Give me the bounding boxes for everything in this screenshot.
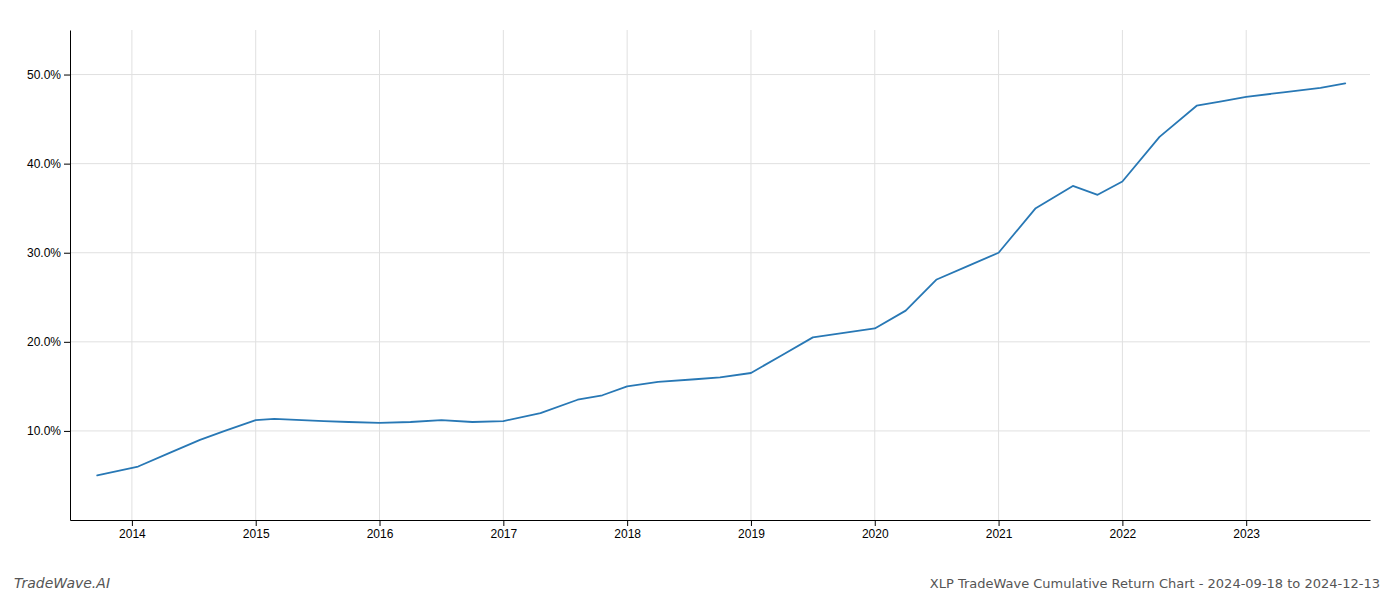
tick-mark bbox=[380, 520, 381, 526]
x-tick: 2016 bbox=[367, 520, 394, 541]
tick-mark bbox=[875, 520, 876, 526]
plot-area: 2014 2015 2016 2017 2018 2019 2020 2021 2022 2023… bbox=[27, 30, 1371, 541]
grid-line bbox=[1246, 30, 1247, 520]
grid-line bbox=[627, 30, 628, 520]
tick-mark bbox=[64, 342, 70, 343]
x-tick: 2020 bbox=[862, 520, 889, 541]
tick-label: 2018 bbox=[614, 527, 641, 541]
tick-mark bbox=[64, 253, 70, 254]
tick-label: 2015 bbox=[243, 527, 270, 541]
grid-line bbox=[1122, 30, 1123, 520]
x-axis: 2014 2015 2016 2017 2018 2019 2020 2021 2022 2023 bbox=[71, 520, 1371, 541]
x-tick: 2018 bbox=[614, 520, 641, 541]
y-tick: 20.0% bbox=[27, 335, 70, 349]
tick-label: 50.0% bbox=[27, 68, 61, 82]
tick-label: 2014 bbox=[119, 527, 146, 541]
tick-mark bbox=[64, 431, 70, 432]
grid-line bbox=[70, 163, 1370, 164]
x-tick: 2017 bbox=[490, 520, 517, 541]
tick-mark bbox=[751, 520, 752, 526]
x-tick: 2021 bbox=[986, 520, 1013, 541]
grid-line bbox=[131, 30, 132, 520]
tick-label: 2016 bbox=[367, 527, 394, 541]
chart: 2014 2015 2016 2017 2018 2019 2020 2021 2022 2023… bbox=[0, 0, 1400, 600]
line bbox=[97, 83, 1345, 475]
y-axis: 10.0% 20.0% 30.0% 40.0% 50.0% bbox=[27, 31, 71, 521]
grid-line bbox=[503, 30, 504, 520]
x-tick: 2022 bbox=[1110, 520, 1137, 541]
tick-label: 2021 bbox=[986, 527, 1013, 541]
grid bbox=[70, 30, 1370, 520]
axis-line bbox=[71, 520, 1371, 521]
x-tick: 2015 bbox=[243, 520, 270, 541]
y-tick: 40.0% bbox=[27, 157, 70, 171]
x-tick: 2019 bbox=[738, 520, 765, 541]
tick-label: 30.0% bbox=[27, 246, 61, 260]
tick-label: 2017 bbox=[490, 527, 517, 541]
grid-line bbox=[874, 30, 875, 520]
grid-line bbox=[70, 252, 1370, 253]
tick-mark bbox=[999, 520, 1000, 526]
tick-label: 40.0% bbox=[27, 157, 61, 171]
tick-mark bbox=[256, 520, 257, 526]
tick-mark bbox=[1246, 520, 1247, 526]
tick-mark bbox=[64, 164, 70, 165]
tick-mark bbox=[503, 520, 504, 526]
tick-mark bbox=[627, 520, 628, 526]
tick-label: 2023 bbox=[1233, 527, 1260, 541]
tick-label: 2020 bbox=[862, 527, 889, 541]
grid-line bbox=[750, 30, 751, 520]
grid-line bbox=[998, 30, 999, 520]
axis-line bbox=[70, 31, 71, 521]
grid-line bbox=[255, 30, 256, 520]
y-tick: 30.0% bbox=[27, 246, 70, 260]
tick-label: 10.0% bbox=[27, 424, 61, 438]
tick-label: 20.0% bbox=[27, 335, 61, 349]
grid-line bbox=[70, 74, 1370, 75]
x-tick: 2023 bbox=[1233, 520, 1260, 541]
grid-line bbox=[379, 30, 380, 520]
x-tick: 2014 bbox=[119, 520, 146, 541]
tick-mark bbox=[64, 75, 70, 76]
tick-label: 2022 bbox=[1110, 527, 1137, 541]
marks bbox=[97, 83, 1345, 475]
y-tick: 50.0% bbox=[27, 68, 70, 82]
tick-label: 2019 bbox=[738, 527, 765, 541]
title: XLP TradeWave Cumulative Return Chart - … bbox=[930, 576, 1380, 591]
tick-mark bbox=[132, 520, 133, 526]
grid-line bbox=[70, 430, 1370, 431]
tick-mark bbox=[1122, 520, 1123, 526]
grid-line bbox=[70, 341, 1370, 342]
y-tick: 10.0% bbox=[27, 424, 70, 438]
annotation: TradeWave.AI bbox=[14, 575, 110, 591]
